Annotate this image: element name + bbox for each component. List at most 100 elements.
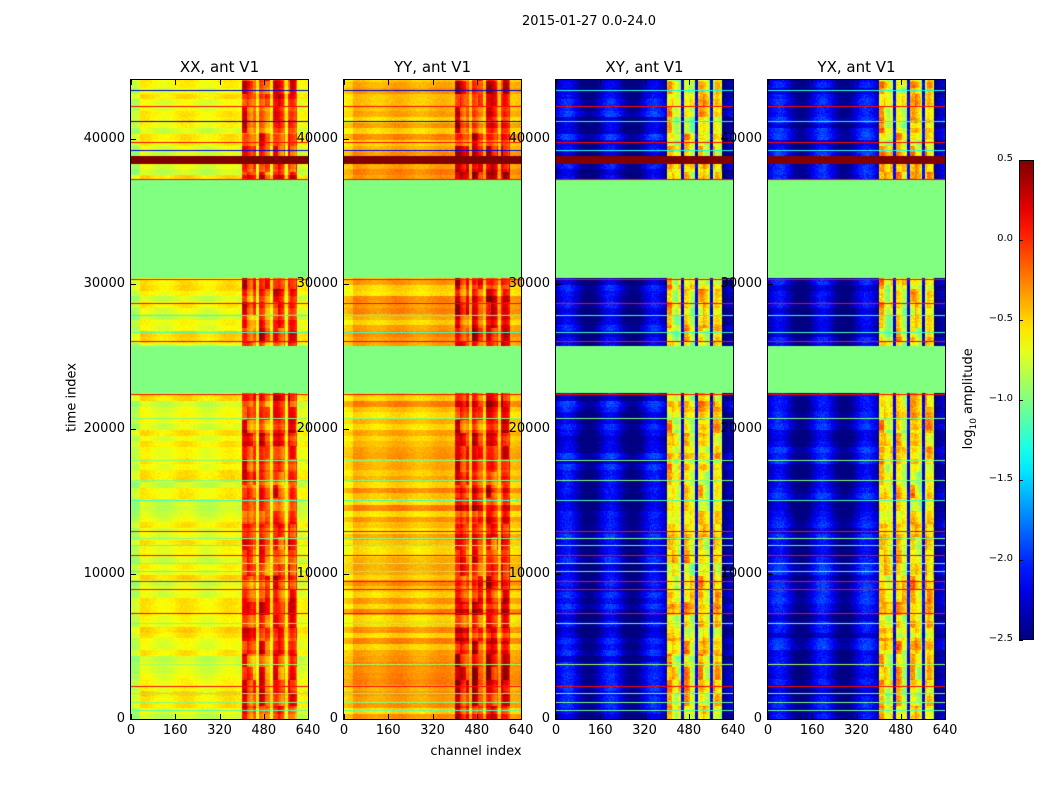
- y-tick-label: 0: [329, 711, 338, 726]
- panel-title: YY, ant V1: [393, 58, 471, 76]
- y-tick-mark: [556, 284, 561, 286]
- y-tick-mark: [556, 429, 561, 431]
- y-tick-label: 10000: [720, 566, 762, 582]
- x-tick-mark: [688, 80, 690, 85]
- colorbar-tick-mark: [1019, 160, 1023, 161]
- y-tick-label: 30000: [508, 276, 550, 292]
- y-tick-mark: [131, 139, 136, 141]
- x-tick-label: 320: [632, 723, 657, 738]
- x-tick-label: 0: [126, 723, 136, 738]
- panel-yy: YY, ant V1: [343, 58, 522, 720]
- colorbar-tick-label: −2.0: [988, 553, 1013, 564]
- x-tick-mark: [344, 80, 345, 85]
- y-tick-label: 40000: [296, 131, 338, 147]
- heatmap-yy: [344, 80, 521, 719]
- y-tick-mark: [131, 719, 136, 720]
- y-tick-mark: [556, 139, 561, 141]
- x-tick-mark: [733, 714, 734, 719]
- y-tick-label: 40000: [508, 131, 550, 147]
- y-tick-mark: [768, 719, 773, 720]
- y-tick-mark: [556, 719, 561, 720]
- x-axis-label: channel index: [430, 744, 522, 759]
- y-tick-mark: [131, 574, 136, 576]
- heatmap-xx: [131, 80, 308, 719]
- x-tick-mark: [308, 714, 309, 719]
- x-tick-mark: [219, 714, 221, 719]
- panel-xx: XX, ant V1: [130, 58, 309, 720]
- x-tick-mark: [900, 714, 902, 719]
- y-tick-label: 20000: [508, 421, 550, 437]
- y-tick-mark: [344, 139, 349, 141]
- y-tick-mark: [768, 284, 773, 286]
- x-tick-mark: [175, 714, 177, 719]
- colorbar-tick-label: −0.5: [988, 313, 1013, 324]
- colorbar-tick-label: 0.5: [997, 153, 1013, 164]
- colorbar-tick-mark: [1019, 240, 1023, 241]
- x-tick-label: 480: [464, 723, 490, 738]
- panel-title: XX, ant V1: [179, 58, 260, 76]
- y-tick-mark: [344, 719, 349, 720]
- x-tick-label: 640: [932, 723, 958, 738]
- colorbar-tick-mark: [1019, 480, 1023, 481]
- y-tick-label: 10000: [296, 566, 338, 582]
- x-tick-label: 160: [799, 723, 825, 738]
- x-tick-mark: [644, 80, 646, 85]
- colorbar-label-log: log: [961, 429, 977, 450]
- colorbar-label-sub: 10: [968, 418, 979, 430]
- x-tick-mark: [476, 714, 478, 719]
- colorbar-tick-mark: [1019, 560, 1023, 561]
- x-tick-mark: [556, 714, 557, 719]
- y-tick-label: 20000: [720, 421, 762, 437]
- y-tick-label: 0: [116, 711, 125, 726]
- y-tick-mark: [131, 429, 136, 431]
- colorbar-tick-label: −1.0: [988, 393, 1013, 404]
- x-tick-mark: [521, 714, 522, 719]
- x-tick-mark: [308, 80, 309, 85]
- x-tick-label: 0: [551, 723, 561, 738]
- colorbar-tick-mark: [1019, 640, 1023, 641]
- colorbar-tick-label: −2.5: [988, 633, 1013, 644]
- x-tick-mark: [688, 714, 690, 719]
- y-tick-mark: [768, 139, 773, 141]
- y-tick-label: 20000: [83, 421, 125, 437]
- x-tick-mark: [432, 714, 434, 719]
- x-tick-mark: [856, 714, 858, 719]
- x-tick-label: 480: [676, 723, 702, 738]
- y-tick-label: 20000: [296, 421, 338, 437]
- x-tick-label: 160: [162, 723, 188, 738]
- x-tick-label: 160: [587, 723, 613, 738]
- x-tick-mark: [600, 714, 602, 719]
- x-tick-mark: [768, 80, 769, 85]
- x-tick-mark: [131, 714, 132, 719]
- x-tick-mark: [945, 714, 946, 719]
- y-tick-label: 40000: [83, 131, 125, 147]
- y-tick-label: 30000: [83, 276, 125, 292]
- y-tick-label: 0: [541, 711, 550, 726]
- heatmap-yx: [768, 80, 945, 719]
- y-tick-mark: [768, 574, 773, 576]
- x-tick-label: 0: [763, 723, 773, 738]
- x-tick-label: 320: [844, 723, 869, 738]
- x-tick-mark: [432, 80, 434, 85]
- y-tick-mark: [344, 284, 349, 286]
- x-tick-mark: [263, 80, 265, 85]
- y-tick-label: 10000: [83, 566, 125, 582]
- x-tick-label: 640: [508, 723, 534, 738]
- x-tick-mark: [388, 714, 390, 719]
- x-tick-label: 160: [375, 723, 401, 738]
- colorbar-tick-mark: [1019, 320, 1023, 321]
- colorbar-tick-label: −1.5: [988, 473, 1013, 484]
- x-tick-label: 0: [339, 723, 349, 738]
- x-tick-mark: [131, 80, 132, 85]
- x-tick-mark: [263, 714, 265, 719]
- panel-yx: YX, ant V1: [767, 58, 946, 720]
- y-tick-label: 40000: [720, 131, 762, 147]
- x-tick-mark: [175, 80, 177, 85]
- x-tick-mark: [600, 80, 602, 85]
- x-tick-mark: [344, 714, 345, 719]
- y-tick-mark: [131, 284, 136, 286]
- x-tick-label: 640: [295, 723, 321, 738]
- heatmap-xy: [556, 80, 733, 719]
- y-tick-label: 30000: [296, 276, 338, 292]
- x-tick-mark: [388, 80, 390, 85]
